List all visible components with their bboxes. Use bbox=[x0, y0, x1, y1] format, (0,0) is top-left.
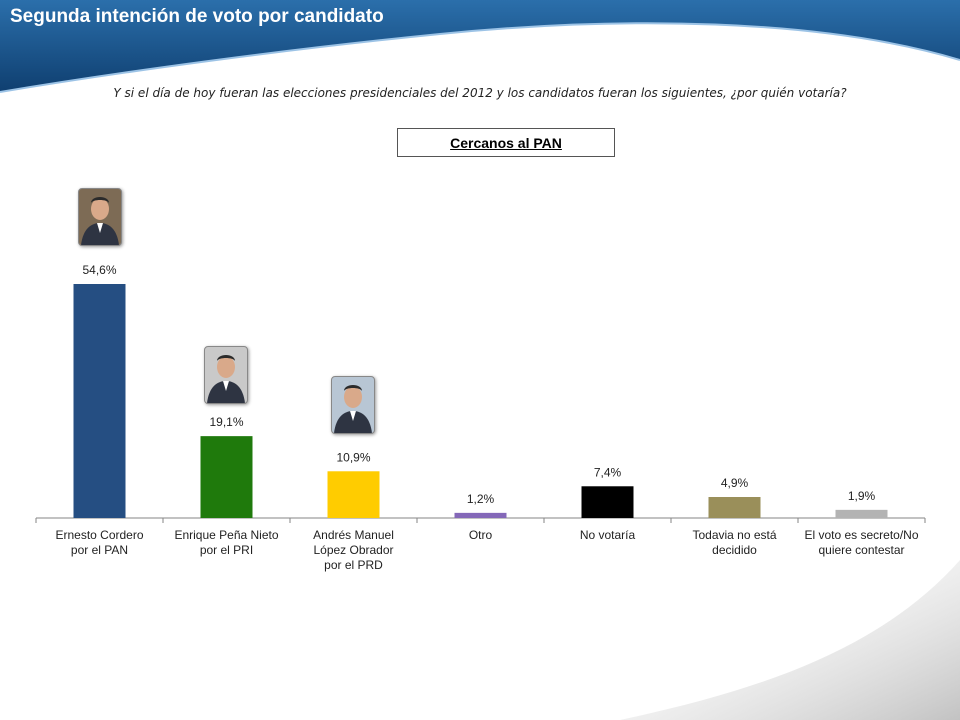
category-label: López Obrador bbox=[313, 543, 393, 557]
category-label: por el PRI bbox=[200, 543, 253, 557]
category-label: quiere contestar bbox=[818, 543, 904, 557]
portrait-photo-icon bbox=[81, 197, 119, 245]
segment-label: Cercanos al PAN bbox=[397, 128, 615, 157]
data-label: 10,9% bbox=[336, 450, 370, 464]
data-label: 1,2% bbox=[467, 492, 495, 506]
title-banner bbox=[0, 0, 960, 93]
category-label: Ernesto Cordero bbox=[55, 528, 143, 542]
category-label: por el PRD bbox=[324, 558, 383, 572]
portrait-photo-icon bbox=[207, 355, 245, 403]
survey-question: Y si el día de hoy fueran las elecciones… bbox=[113, 86, 847, 100]
bar bbox=[581, 486, 634, 518]
bar bbox=[708, 497, 761, 518]
bar bbox=[200, 436, 253, 518]
data-label: 19,1% bbox=[209, 415, 243, 429]
category-label: decidido bbox=[712, 543, 757, 557]
candidate-photo-pena-nieto bbox=[204, 346, 248, 404]
bar bbox=[327, 471, 380, 518]
category-label: El voto es secreto/No bbox=[804, 528, 918, 542]
portrait-photo-icon bbox=[334, 385, 372, 433]
data-label: 54,6% bbox=[82, 263, 116, 277]
slide-title: Segunda intención de voto por candidato bbox=[10, 6, 384, 27]
category-label: Enrique Peña Nieto bbox=[174, 528, 278, 542]
category-label: No votaría bbox=[580, 528, 636, 542]
data-label: 4,9% bbox=[721, 476, 749, 490]
data-label: 1,9% bbox=[848, 489, 876, 503]
category-label: Otro bbox=[469, 528, 493, 542]
data-label: 7,4% bbox=[594, 465, 622, 479]
category-label: Todavia no está bbox=[692, 528, 776, 542]
category-label: Andrés Manuel bbox=[313, 528, 394, 542]
category-label: por el PAN bbox=[71, 543, 128, 557]
bar bbox=[835, 509, 888, 518]
bar bbox=[73, 284, 126, 518]
candidate-photo-lopez-obrador bbox=[331, 376, 375, 434]
candidate-photo-cordero bbox=[78, 188, 122, 246]
bar bbox=[454, 512, 507, 518]
